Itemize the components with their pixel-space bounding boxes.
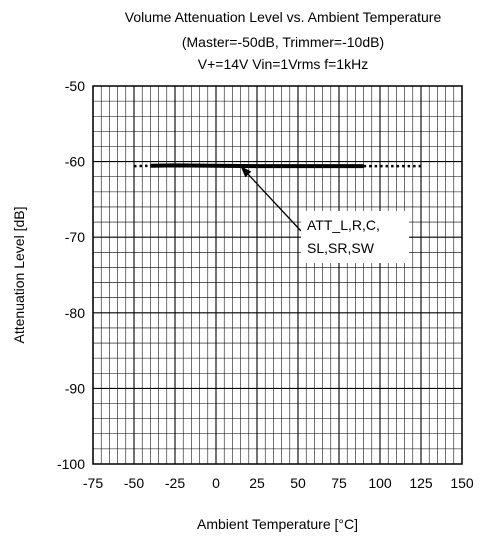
chart-subtitle-2: V+=14V Vin=1Vrms f=1kHz xyxy=(198,56,368,72)
y-tick-label: -60 xyxy=(65,154,85,170)
x-tick-labels: -75 -50 -25 0 25 50 75 100 125 150 xyxy=(83,475,474,491)
minor-gridlines xyxy=(93,86,462,464)
x-tick-label: -50 xyxy=(124,475,144,491)
y-axis-label: Attenuation Level [dB] xyxy=(11,207,27,344)
chart-subtitle-1: (Master=-50dB, Trimmer=-10dB) xyxy=(182,34,384,50)
annotation-arrow xyxy=(240,165,302,232)
y-tick-labels: -50 -60 -70 -80 -90 -100 xyxy=(57,78,85,472)
x-tick-label: -25 xyxy=(165,475,185,491)
x-tick-label: 50 xyxy=(290,475,306,491)
annotation-label-line-1: ATT_L,R,C, xyxy=(307,217,380,233)
y-tick-label: -80 xyxy=(65,305,85,321)
x-tick-label: 100 xyxy=(368,475,392,491)
series-layer xyxy=(133,163,421,169)
x-tick-label: 0 xyxy=(212,475,220,491)
y-tick-label: -50 xyxy=(65,78,85,94)
x-tick-label: -75 xyxy=(83,475,103,491)
x-axis-label: Ambient Temperature [°C] xyxy=(197,516,358,532)
annotation-box xyxy=(301,211,409,263)
x-tick-label: 150 xyxy=(450,475,474,491)
annotation-label-line-2: SL,SR,SW xyxy=(307,240,375,256)
chart-title: Volume Attenuation Level vs. Ambient Tem… xyxy=(125,9,442,25)
x-tick-label: 75 xyxy=(331,475,347,491)
x-tick-label: 125 xyxy=(409,475,433,491)
y-tick-label: -100 xyxy=(57,456,85,472)
x-tick-label: 25 xyxy=(249,475,265,491)
plot-frame xyxy=(92,85,463,465)
major-gridlines xyxy=(92,85,463,465)
y-tick-label: -90 xyxy=(65,380,85,396)
annotation-arrowhead xyxy=(240,166,252,178)
series-line-solid xyxy=(150,163,364,169)
y-tick-label: -70 xyxy=(65,229,85,245)
